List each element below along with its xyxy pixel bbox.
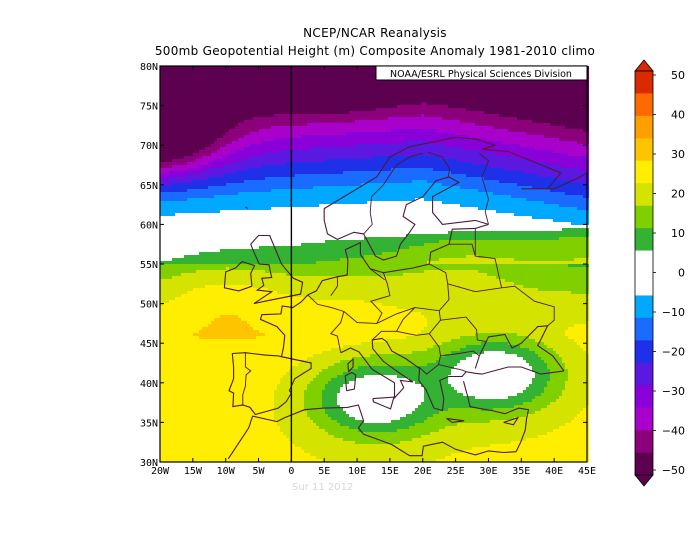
- lon-tick-label: 40E: [545, 466, 563, 477]
- colorbar-swatch: [635, 273, 653, 296]
- lat-tick-label: 60N: [140, 220, 158, 231]
- colorbar-label: 10: [671, 227, 685, 240]
- colorbar-swatch: [635, 251, 653, 274]
- colorbar-swatch: [635, 385, 653, 408]
- colorbar-swatch: [635, 430, 653, 453]
- colorbar-swatch: [635, 93, 653, 116]
- colorbar-label: −20: [662, 346, 685, 359]
- colorbar-label: −40: [662, 425, 685, 438]
- colorbar-swatch: [635, 453, 653, 476]
- lat-tick-label: 75N: [140, 102, 158, 113]
- lat-tick-label: 55N: [140, 260, 158, 271]
- colorbar-label: −10: [662, 306, 685, 319]
- colorbar-label: 40: [671, 109, 685, 122]
- lon-tick-label: 20E: [414, 466, 432, 477]
- lon-tick-label: 25E: [447, 466, 465, 477]
- colorbar-label: 0: [678, 267, 685, 280]
- lon-tick-label: 5E: [318, 466, 330, 477]
- lon-tick-label: 15E: [381, 466, 399, 477]
- colorbar-label: −30: [662, 385, 685, 398]
- lon-tick-label: 10E: [348, 466, 366, 477]
- colorbar-swatch: [635, 340, 653, 363]
- colorbar-swatch: [635, 161, 653, 184]
- lat-tick-label: 70N: [140, 141, 158, 152]
- lon-tick-label: 45E: [578, 466, 596, 477]
- colorbar-swatch: [635, 318, 653, 341]
- lon-tick-label: 0: [288, 466, 294, 477]
- colorbar-swatch: [635, 363, 653, 386]
- credit-box: NOAA/ESRL Physical Sciences Division: [376, 66, 587, 80]
- credit-text: NOAA/ESRL Physical Sciences Division: [390, 69, 572, 80]
- colorbar-top-arrow: [635, 60, 653, 71]
- lat-tick-label: 30N: [140, 458, 158, 469]
- lon-tick-label: 15W: [184, 466, 203, 477]
- colorbar: 50 40 30 20 10 0 −10 −20 −30 −40 −50: [635, 60, 685, 486]
- lat-tick-label: 35N: [140, 418, 158, 429]
- lat-tick-label: 50N: [140, 300, 158, 311]
- colorbar-swatch: [635, 228, 653, 251]
- lat-tick-label: 45N: [140, 339, 158, 350]
- lon-tick-label: 35E: [512, 466, 530, 477]
- colorbar-label: 50: [671, 69, 685, 82]
- lon-tick-label: 10W: [217, 466, 236, 477]
- colorbar-swatch: [635, 71, 653, 94]
- faint-footer: Sur 11 2012: [292, 482, 353, 493]
- lat-tick-label: 65N: [140, 181, 158, 192]
- colorbar-swatch: [635, 116, 653, 139]
- lon-tick-label: 30E: [479, 466, 497, 477]
- colorbar-swatch: [635, 206, 653, 229]
- colorbar-swatch: [635, 183, 653, 206]
- lat-tick-label: 40N: [140, 379, 158, 390]
- colorbar-swatch: [635, 408, 653, 431]
- colorbar-label: 30: [671, 148, 685, 161]
- lon-tick-label: 5W: [253, 466, 266, 477]
- lat-tick-label: 80N: [140, 62, 158, 73]
- colorbar-swatch: [635, 295, 653, 318]
- colorbar-bottom-arrow: [635, 475, 653, 486]
- colorbar-label: −50: [662, 464, 685, 477]
- colorbar-swatch: [635, 138, 653, 161]
- colorbar-label: 20: [671, 188, 685, 201]
